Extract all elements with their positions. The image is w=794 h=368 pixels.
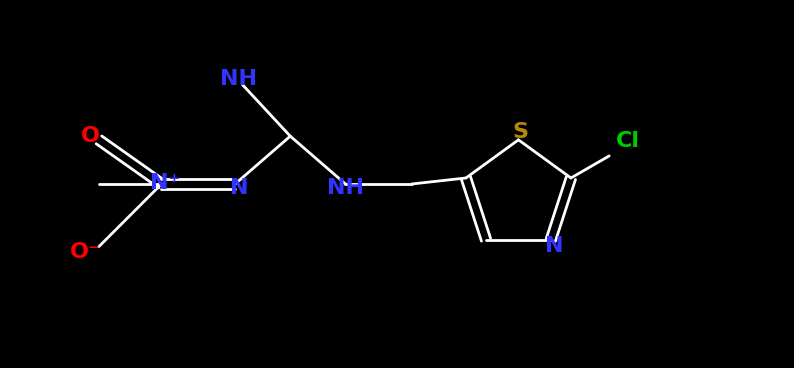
Text: N⁺: N⁺ [150,173,180,192]
Text: NH: NH [327,178,364,198]
Text: O: O [80,126,99,146]
Text: Cl: Cl [616,131,640,151]
Text: O⁻: O⁻ [71,243,101,262]
Text: NH: NH [220,69,257,89]
Text: N: N [545,236,564,256]
Text: N: N [229,178,248,198]
Text: S: S [512,123,528,142]
